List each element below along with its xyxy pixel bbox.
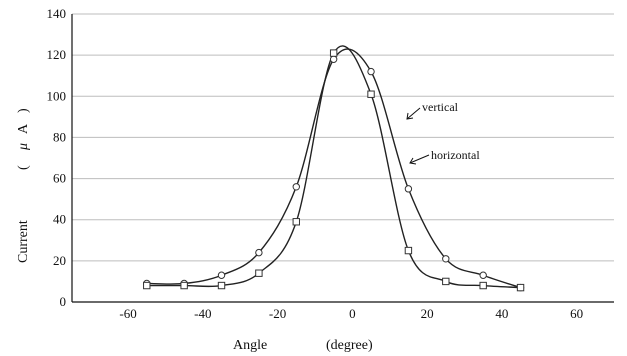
series-line-horizontal [146,45,521,289]
y-tick-label-60: 60 [53,171,66,186]
annotation-vertical: vertical [422,100,459,114]
y-tick-label-100: 100 [47,88,67,103]
x-tick-label--60: -60 [119,306,136,321]
point-vertical-9 [479,271,487,279]
point-vertical-7 [404,185,413,193]
point-horizontal-4 [292,218,300,226]
y-axis-title-unit: A [16,123,31,134]
y-axis-title-paren-close: ) [16,108,31,113]
point-vertical-8 [442,255,450,263]
x-tick-label-20: 20 [421,306,434,321]
series-line-vertical [146,48,521,289]
y-tick-label-40: 40 [53,212,66,227]
x-axis-title-angle: Angle [233,338,267,353]
y-tick-label-20: 20 [53,253,66,268]
y-tick-label-140: 140 [47,6,67,21]
x-tick-label-40: 40 [495,306,508,321]
y-axis-title: Current ( μ A ) [16,108,31,263]
point-horizontal-2 [217,281,226,290]
y-axis-title-current: Current [16,220,31,263]
point-horizontal-9 [479,281,487,290]
point-vertical-3 [255,248,263,257]
y-tick-label-120: 120 [47,47,67,62]
series-lines [146,45,521,289]
y-tick-label-80: 80 [53,129,66,144]
annotation-arrowhead-horizontal [409,157,417,165]
point-vertical-2 [217,271,226,279]
y-axis-title-paren-open: ( [16,165,31,170]
point-horizontal-1 [180,281,188,290]
point-vertical-4 [292,183,300,191]
x-axis-title-degree: (degree) [326,338,373,353]
y-axis-title-mu: μ [16,143,31,151]
point-horizontal-0 [143,281,151,290]
data-markers [143,49,525,292]
annotation-arrow-vertical [406,107,421,120]
x-tick-label--20: -20 [269,306,286,321]
point-horizontal-5 [329,49,338,57]
point-horizontal-10 [516,283,525,292]
x-tick-label-0: 0 [349,306,356,321]
tick-labels: 0 20 40 60 80 100 120 140 -60 -40 -20 0 20 40 60 [47,6,584,321]
x-tick-label-60: 60 [570,306,583,321]
point-horizontal-3 [255,269,263,277]
gridlines [72,13,614,262]
point-horizontal-6 [367,90,375,98]
axes [71,14,614,303]
annotation-arrowhead-vertical [406,112,414,120]
point-horizontal-8 [442,277,450,286]
point-vertical-6 [367,67,375,76]
point-vertical-5 [329,55,338,63]
annotation-arrow-horizontal [409,154,430,164]
annotation-horizontal: horizontal [431,148,480,162]
y-tick-label-0: 0 [60,294,67,309]
point-horizontal-7 [404,246,413,255]
x-tick-label--40: -40 [194,306,211,321]
